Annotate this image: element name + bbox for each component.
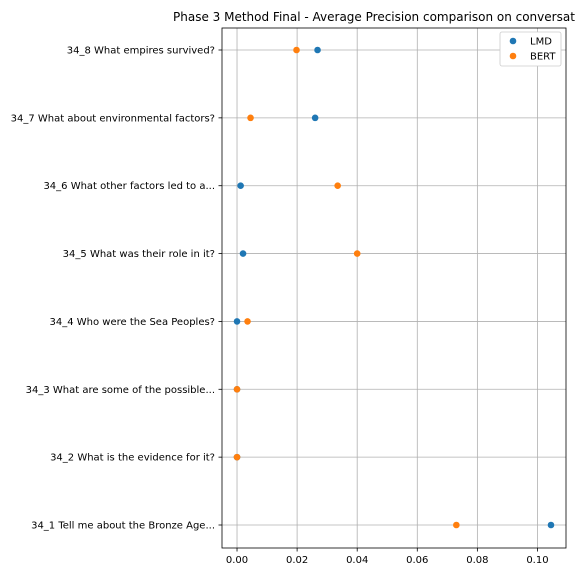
- data-points: [233, 46, 555, 529]
- grid: [222, 28, 566, 548]
- legend-marker-lmd: [509, 37, 517, 45]
- point-lmd: [237, 182, 244, 190]
- point-lmd: [311, 114, 319, 122]
- y-tick-label: 34_4 Who were the Sea Peoples?: [50, 317, 215, 328]
- axes: 0.00 0.02 0.04 0.06 0.08 0.10 34_1 Tell me abo…: [11, 27, 567, 566]
- plot-frame: [221, 27, 567, 549]
- x-tick-label: 0.04: [346, 555, 368, 566]
- legend-label-bert: BERT: [530, 52, 556, 63]
- point-bert: [353, 250, 361, 257]
- point-lmd: [239, 250, 247, 257]
- y-tick-label: 34_7 What about environmental factors?: [11, 113, 215, 124]
- y-tick-label: 34_2 What is the evidence for it?: [50, 453, 215, 464]
- point-bert: [244, 318, 251, 325]
- point-bert: [293, 46, 300, 54]
- y-tick-label: 34_3 What are some of the possible...: [26, 385, 215, 396]
- chart-title: Phase 3 Method Final - Average Precision…: [173, 10, 575, 24]
- y-tick-label: 34_1 Tell me about the Bronze Age...: [31, 521, 215, 532]
- point-bert: [334, 182, 341, 190]
- point-lmd: [233, 318, 241, 325]
- y-tick-label: 34_6 What other factors led to a...: [43, 181, 215, 192]
- x-tick-label: 0.06: [406, 555, 428, 566]
- point-lmd: [547, 521, 555, 529]
- x-tick-label: 0.10: [526, 555, 548, 566]
- point-bert: [233, 453, 241, 461]
- point-lmd: [314, 46, 321, 54]
- point-bert: [453, 521, 460, 529]
- point-bert: [233, 385, 241, 393]
- y-tick-label: 34_5 What was their role in it?: [63, 249, 215, 260]
- legend-label-lmd: LMD: [530, 37, 552, 48]
- x-tick-label: 0.08: [466, 555, 488, 566]
- legend: LMD BERT: [499, 31, 562, 67]
- x-tick-label: 0.02: [286, 555, 308, 566]
- legend-marker-bert: [509, 52, 517, 60]
- point-bert: [247, 114, 254, 122]
- x-tick-label: 0.00: [226, 555, 248, 566]
- y-tick-label: 34_8 What empires survived?: [67, 46, 215, 57]
